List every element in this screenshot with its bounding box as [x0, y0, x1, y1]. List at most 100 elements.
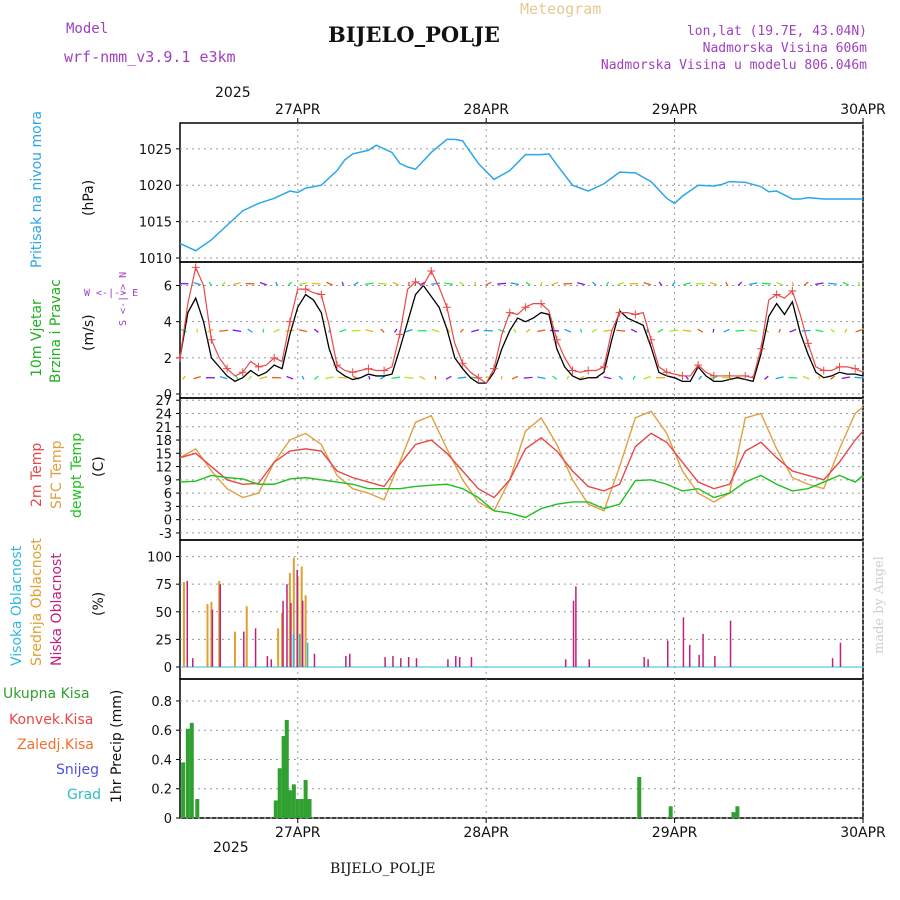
wind-speed-line — [179, 284, 864, 384]
wind-direction-arrow-0-13 — [353, 281, 359, 286]
wind-direction-arrow-2-44 — [764, 375, 769, 380]
wind-direction-arrow-0-42 — [737, 281, 743, 286]
wind-gust-marker-72 — [741, 371, 750, 380]
precip-bar-14 — [637, 777, 642, 818]
pressure-ytick-label-2: 1020 — [139, 179, 172, 194]
wind-ytick-label-0: 0 — [164, 388, 172, 403]
temp-ytick-label-8: 21 — [155, 421, 172, 436]
wind-gust-marker-42 — [505, 308, 514, 317]
wind-direction-arrow-0-28 — [551, 281, 559, 286]
wind-direction-arrow-1-3 — [219, 329, 229, 332]
wind-direction-arrow-2-38 — [685, 375, 689, 380]
wind-gust-marker-14 — [285, 317, 294, 326]
precip-bar-15 — [668, 806, 673, 818]
precip-legend-total: Ukupna Kisa — [3, 686, 90, 702]
wind-frame — [179, 261, 864, 399]
wind-direction-arrow-2-4 — [235, 375, 239, 380]
wind-gust-marker-6 — [223, 364, 232, 373]
wind-direction-arrow-2-51 — [854, 376, 864, 379]
wind-gust-marker-68 — [709, 371, 718, 380]
precip-ytick-label-2: 0.4 — [151, 753, 172, 768]
wind-direction-arrow-0-12 — [341, 281, 344, 286]
wind-direction-arrow-2-45 — [775, 376, 784, 380]
wind-direction-arrow-1-36 — [657, 328, 664, 333]
precip-legend-conv: Konvek.Kisa — [9, 712, 94, 728]
wind-direction-arrow-0-1 — [193, 281, 201, 286]
wind-direction-arrow-2-10 — [313, 375, 319, 380]
wind-direction-arrow-0-10 — [311, 282, 321, 285]
wind-direction-arrow-0-26 — [525, 281, 531, 286]
wind-direction-arrow-0-25 — [510, 282, 520, 286]
wind-direction-arrow-2-39 — [698, 375, 703, 380]
wind-direction-arrow-1-15 — [380, 328, 385, 333]
x-label-top-3: 30APR — [840, 102, 886, 118]
wind-direction-arrow-2-6 — [259, 376, 268, 380]
temp-ytick-label-3: 6 — [164, 487, 172, 502]
wind-direction-arrow-1-17 — [405, 328, 413, 333]
precip-bar-12 — [303, 779, 308, 818]
wind-gust-marker-54 — [599, 362, 608, 371]
station-title: BIJELO_POLJE — [328, 22, 500, 47]
wind-direction-arrow-1-12 — [339, 328, 347, 333]
temp-ytick-label-1: 0 — [164, 514, 172, 529]
wind-direction-arrow-1-6 — [262, 328, 265, 333]
wind-direction-arrow-1-10 — [313, 328, 319, 333]
wind-direction-arrow-1-9 — [298, 329, 308, 333]
wind-gust-marker-78 — [788, 286, 797, 295]
pressure-line — [179, 138, 863, 252]
wind-direction-arrow-1-19 — [431, 329, 440, 333]
wind-direction-arrow-0-36 — [658, 281, 663, 286]
wind-direction-arrow-0-40 — [709, 281, 718, 286]
wind-direction-arrow-2-27 — [537, 376, 546, 380]
lon-lat: lon,lat (19.7E, 43.04N) — [686, 24, 867, 39]
wind-direction-arrow-0-27 — [540, 281, 543, 286]
precip-ytick-label-3: 0.6 — [151, 724, 172, 739]
wind-direction-arrow-2-1 — [193, 376, 201, 380]
wind-gust-marker-0 — [176, 353, 184, 362]
wind-direction-arrow-0-46 — [791, 281, 795, 286]
wind-direction-arrow-0-41 — [725, 281, 729, 286]
wind-gust-marker-74 — [756, 344, 765, 353]
wind-direction-arrow-0-22 — [474, 281, 477, 286]
wind-direction-arrow-2-20 — [445, 375, 452, 380]
wind-gust-line — [179, 265, 864, 385]
wind-direction-arrow-1-21 — [459, 328, 464, 333]
wind-direction-arrow-1-38 — [682, 329, 692, 332]
wind-direction-arrow-1-30 — [579, 328, 583, 333]
wind-direction-arrow-2-49 — [830, 375, 836, 380]
wind-direction-arrow-2-11 — [325, 376, 334, 380]
precip-bar-16 — [731, 812, 736, 818]
precip-bar-10 — [295, 798, 300, 818]
temp2m-line — [179, 430, 864, 499]
wind-gust-marker-16 — [301, 285, 310, 294]
wind-direction-arrow-1-4 — [232, 329, 242, 332]
wind-gust-marker-38 — [474, 373, 483, 382]
wind-gust-marker-46 — [537, 299, 546, 308]
x-label-top-0: 27APR — [275, 102, 321, 118]
wind-direction-arrow-0-20 — [444, 282, 454, 285]
precip-bar-6 — [281, 736, 286, 818]
wind-direction-arrow-2-0 — [182, 375, 186, 380]
wind-direction-arrow-2-34 — [632, 375, 636, 380]
wind-direction-arrow-0-48 — [815, 282, 824, 286]
wind-direction-arrow-1-41 — [723, 328, 730, 333]
precip-bar-4 — [273, 800, 278, 818]
wind-direction-arrow-2-8 — [286, 375, 294, 380]
wind-direction-arrow-0-14 — [364, 282, 374, 286]
precip-frame — [179, 678, 864, 819]
wind-direction-legend: W <-|-> E — [84, 288, 139, 299]
precip-bar-3 — [195, 798, 200, 818]
wind-direction-arrow-0-24 — [497, 282, 507, 285]
wind-direction-arrow-0-3 — [221, 281, 226, 286]
precip-ytick-label-0: 0 — [164, 812, 172, 827]
x-label-top-2: 29APR — [652, 102, 698, 118]
wind-gust-marker-70 — [725, 371, 734, 380]
wind-direction-arrow-0-49 — [828, 282, 838, 285]
wind-gust-marker-8 — [238, 368, 247, 377]
temp-ytick-label-6: 15 — [155, 447, 172, 462]
wind-direction-arrow-2-32 — [603, 376, 612, 380]
wind-direction-arrow-1-16 — [394, 328, 398, 333]
pressure-frame — [179, 122, 864, 263]
precip-bar-13 — [307, 798, 312, 818]
